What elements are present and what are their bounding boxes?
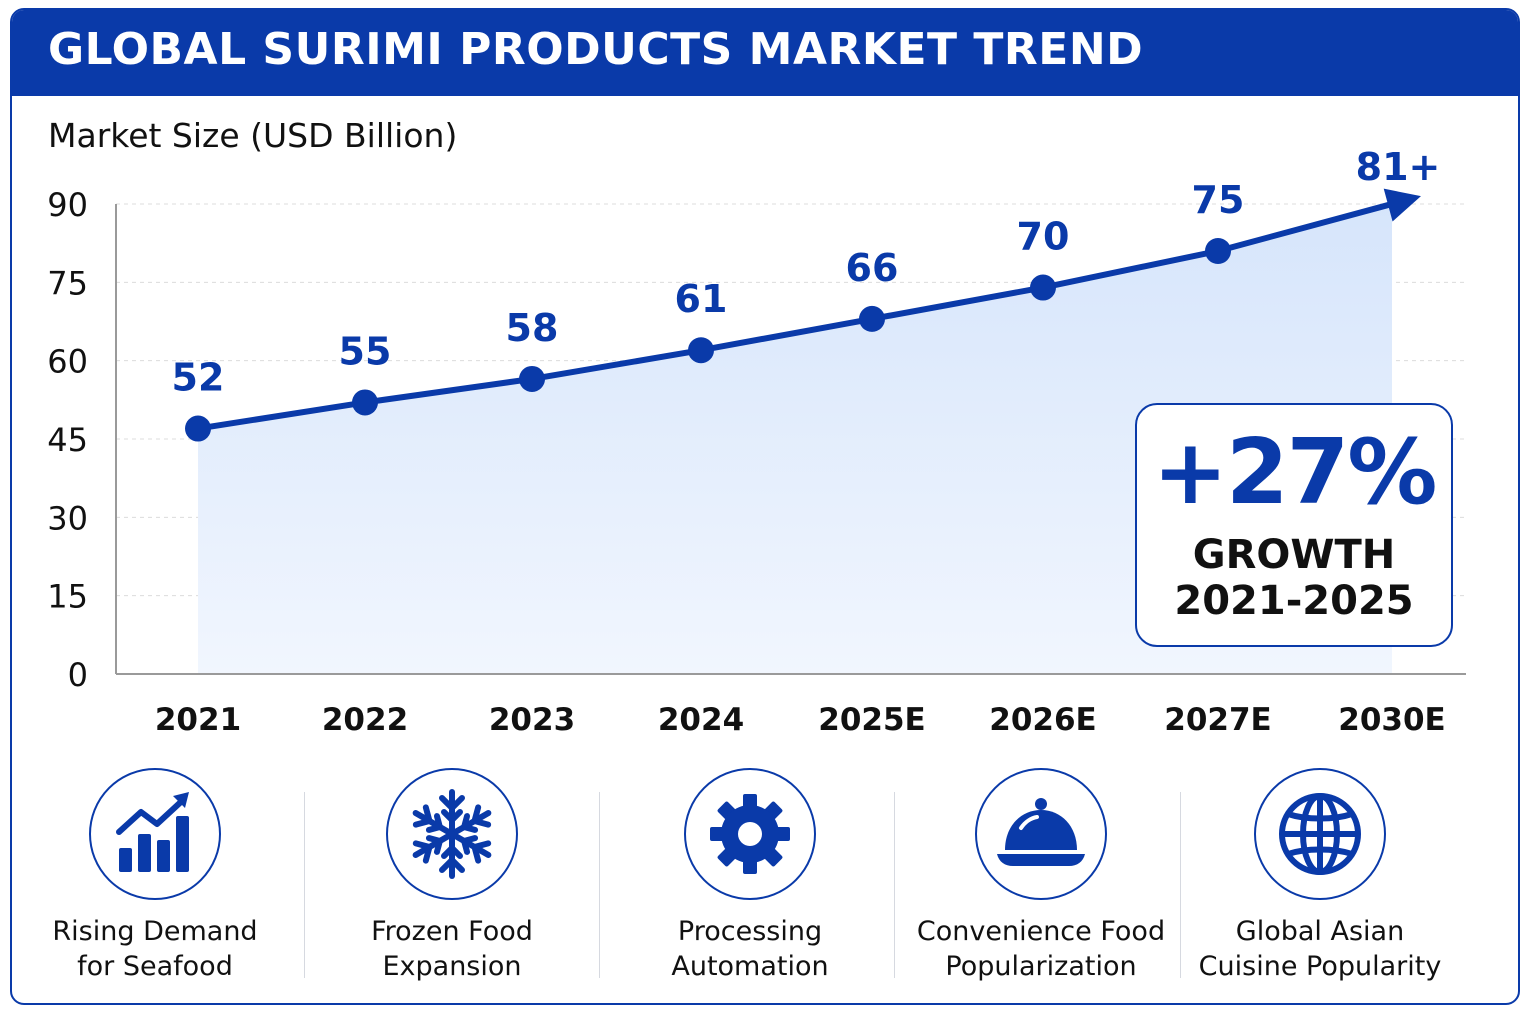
y-tick-label: 60 xyxy=(47,343,88,381)
globe-icon xyxy=(1254,768,1386,900)
driver-label-line: for Seafood xyxy=(77,951,233,982)
driver-label: Processing Automation xyxy=(610,914,890,984)
x-tick-label: 2022 xyxy=(322,702,408,738)
y-tick-label: 15 xyxy=(47,578,88,616)
data-point xyxy=(688,337,714,364)
data-label: 58 xyxy=(506,306,559,350)
data-label: 70 xyxy=(1017,215,1070,259)
driver-label-line: Convenience Food xyxy=(916,916,1166,947)
driver-divider xyxy=(599,792,600,978)
driver-label-line: Automation xyxy=(671,951,829,982)
x-tick-labels: 2021 2022 2023 2024 2025E 2026E 2027E 2030E xyxy=(155,702,1446,738)
y-axis-label: Market Size (USD Billion) xyxy=(48,116,458,155)
infographic-frame: GLOBAL SURIMI PRODUCTS MARKET TREND Mark… xyxy=(10,8,1520,1005)
driver-label-line: Cuisine Popularity xyxy=(1198,951,1442,982)
data-point xyxy=(1205,238,1231,264)
data-points xyxy=(185,238,1231,442)
driver-label-line: Rising Demand xyxy=(52,916,258,947)
y-tick-label: 0 xyxy=(68,656,88,694)
x-tick-label: 2021 xyxy=(155,702,241,738)
y-tick-labels: 0 15 30 45 60 75 90 xyxy=(47,186,88,694)
driver-label-line: Frozen Food xyxy=(371,916,533,947)
growth-callout: +27% GROWTH 2021-2025 xyxy=(1135,403,1453,647)
axes xyxy=(115,204,1466,675)
data-point xyxy=(519,365,545,392)
bar-chart-up-icon xyxy=(89,768,221,900)
driver-rising-demand: Rising Demand for Seafood xyxy=(15,768,295,998)
driver-divider xyxy=(894,792,895,978)
series-line-path xyxy=(197,200,1397,432)
data-label: 61 xyxy=(675,277,728,321)
driver-frozen-food: Frozen Food Expansion xyxy=(312,768,592,998)
driver-divider xyxy=(304,792,305,978)
data-point xyxy=(185,415,211,442)
market-size-line-chart: 52 55 58 61 66 70 75 81+ 0 15 30 45 60 75 90 2021 2022… xyxy=(47,145,1466,738)
x-tick-label: 2025E xyxy=(818,702,925,738)
x-tick-label: 2026E xyxy=(989,702,1096,738)
y-tick-label: 30 xyxy=(47,499,88,537)
x-tick-label: 2023 xyxy=(489,702,575,738)
x-tick-label: 2024 xyxy=(658,702,744,738)
food-cloche-icon xyxy=(975,768,1107,900)
gear-icon xyxy=(684,768,816,900)
data-labels: 52 55 58 61 66 70 75 81+ xyxy=(172,145,1441,400)
data-label: 52 xyxy=(172,356,225,400)
y-tick-label: 75 xyxy=(47,264,88,302)
area-fill xyxy=(198,204,1392,674)
data-point xyxy=(859,305,885,332)
growth-period: 2021-2025 xyxy=(1174,578,1414,624)
header-bar: GLOBAL SURIMI PRODUCTS MARKET TREND xyxy=(12,10,1518,96)
driver-label-line: Popularization xyxy=(945,951,1137,982)
area-fill-shape xyxy=(198,204,1392,674)
data-point xyxy=(352,389,378,416)
driver-label: Global Asian Cuisine Popularity xyxy=(1180,914,1460,984)
growth-label: GROWTH xyxy=(1192,532,1396,578)
data-label: 81+ xyxy=(1356,145,1441,189)
driver-label-line: Processing xyxy=(677,916,823,947)
driver-processing-automation: Processing Automation xyxy=(610,768,890,998)
y-tick-label: 90 xyxy=(47,186,88,224)
data-label: 55 xyxy=(339,329,392,373)
y-tick-label: 45 xyxy=(47,421,88,459)
driver-convenience-food: Convenience Food Popularization xyxy=(901,768,1181,998)
data-point xyxy=(1030,274,1056,301)
data-label: 66 xyxy=(846,246,899,290)
driver-label: Convenience Food Popularization xyxy=(901,914,1181,984)
driver-label-line: Expansion xyxy=(382,951,522,982)
page-title: GLOBAL SURIMI PRODUCTS MARKET TREND xyxy=(48,24,1144,75)
x-tick-label: 2030E xyxy=(1338,702,1445,738)
x-tick-label: 2027E xyxy=(1164,702,1271,738)
snowflake-icon xyxy=(386,768,518,900)
driver-divider xyxy=(1180,792,1181,978)
driver-label: Rising Demand for Seafood xyxy=(15,914,295,984)
driver-label-line: Global Asian xyxy=(1235,916,1405,947)
series-line xyxy=(197,188,1421,432)
driver-label: Frozen Food Expansion xyxy=(312,914,592,984)
trend-arrow-head xyxy=(1383,188,1421,222)
growth-value: +27% xyxy=(1152,420,1438,525)
data-label: 75 xyxy=(1192,178,1245,222)
driver-asian-cuisine: Global Asian Cuisine Popularity xyxy=(1180,768,1460,998)
